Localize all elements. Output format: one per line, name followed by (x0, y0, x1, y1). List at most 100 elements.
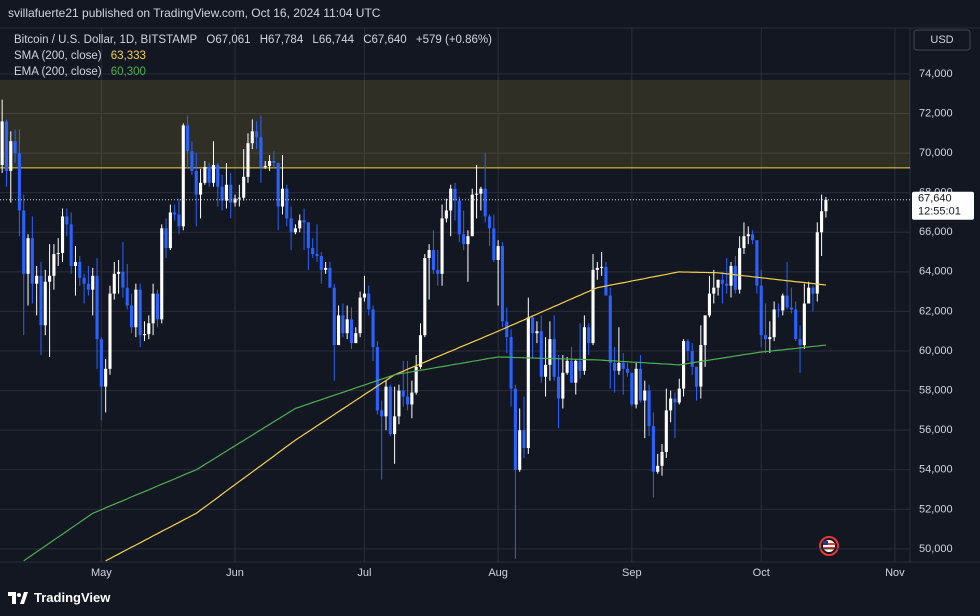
candle-body (9, 141, 13, 171)
candle-body (375, 347, 379, 411)
candle-body (358, 297, 362, 334)
ohlc-high: H67,784 (259, 34, 304, 46)
candle-body (26, 238, 30, 274)
currency-box[interactable] (913, 29, 971, 51)
y-tick-label: 62,000 (919, 305, 953, 317)
candle-body (673, 398, 677, 403)
candle-body (60, 216, 65, 254)
candle-body (216, 164, 220, 187)
candle-body (82, 277, 86, 284)
candle-body (746, 234, 750, 237)
candle-body (367, 293, 371, 310)
legend-row: Bitcoin / U.S. Dollar, 1D, BITSTAMP O67,… (14, 32, 498, 48)
candle-body (155, 293, 159, 320)
candle-body (669, 398, 673, 411)
candle-body (345, 319, 349, 334)
candle-body (802, 303, 806, 346)
candle-body (466, 236, 470, 245)
candle-body (95, 275, 99, 340)
candle-body (229, 184, 233, 203)
candle-body (371, 309, 375, 348)
candle-body (332, 287, 336, 346)
candle-body (509, 337, 513, 389)
candle-body (677, 388, 681, 403)
candle-body (656, 465, 660, 472)
candle-body (341, 315, 345, 334)
candle-body (811, 287, 815, 294)
candle-body (242, 176, 246, 198)
candle-body (492, 228, 496, 260)
candle-body (410, 392, 414, 405)
y-tick-label: 52,000 (919, 503, 953, 515)
symbol: Bitcoin / U.S. Dollar, 1D, BITSTAMP (14, 34, 198, 46)
candle-body (384, 386, 388, 417)
candle-body (121, 271, 125, 288)
indicator-name: EMA (200, close) (14, 66, 102, 78)
y-tick-label: 74,000 (919, 68, 953, 80)
candle-body (255, 131, 259, 138)
candle-body (487, 216, 492, 229)
candle-body (785, 295, 789, 308)
candle-body (181, 125, 185, 227)
candle-body (703, 315, 707, 346)
candle-body (569, 360, 573, 383)
candle-body (630, 372, 634, 405)
candle-body (789, 307, 793, 310)
candle-body (729, 265, 733, 286)
candle-body (237, 197, 241, 199)
candle-body (147, 323, 151, 335)
candle-body (712, 287, 716, 294)
candle-body (401, 390, 405, 397)
candle-body (160, 228, 164, 320)
candle-body (820, 211, 824, 233)
candle-body (0, 121, 4, 165)
candle-body (496, 246, 500, 260)
candle-body (755, 240, 759, 286)
candle-body (173, 212, 177, 215)
candle-body (48, 275, 52, 282)
candle-body (608, 295, 612, 363)
candle-body (233, 198, 237, 203)
candle-body (380, 410, 384, 417)
candle-body (194, 170, 198, 195)
candle-body (349, 319, 354, 344)
candle-body (142, 334, 147, 336)
candle-body (647, 390, 651, 427)
candle-body (716, 279, 720, 288)
candle-body (263, 165, 267, 167)
candle-body (39, 275, 43, 326)
indicator-line (23, 344, 826, 562)
candle-body (207, 166, 211, 183)
candle-body (280, 188, 285, 207)
candle-body (138, 289, 142, 336)
candle-body (35, 275, 39, 284)
candle-body (578, 360, 582, 371)
x-tick-label: Jul (357, 567, 371, 579)
candle-body (108, 293, 112, 369)
candle-body (198, 182, 203, 195)
candle-body (725, 283, 729, 286)
candle-body (526, 317, 530, 448)
candle-body (203, 166, 207, 183)
x-tick-label: Oct (753, 567, 770, 579)
candle-body (772, 309, 776, 338)
candle-body (73, 261, 78, 266)
candle-body (634, 368, 638, 405)
candle-body (224, 184, 228, 201)
candle-body (13, 141, 17, 154)
candle-body (177, 214, 181, 227)
candle-body (600, 266, 604, 268)
candle-body (285, 188, 289, 219)
legend-row: EMA (200, close) 60,300 (14, 64, 498, 80)
candle-body (453, 188, 457, 201)
candle-body (393, 416, 397, 435)
candle-body (17, 153, 21, 211)
resistance-zone (0, 79, 910, 168)
candle-body (768, 337, 772, 340)
candle-body (129, 305, 134, 328)
candle-body (117, 271, 121, 274)
candle-body (638, 368, 643, 401)
candle-body (574, 360, 578, 383)
candle-body (168, 212, 172, 249)
candle-body (518, 430, 522, 470)
